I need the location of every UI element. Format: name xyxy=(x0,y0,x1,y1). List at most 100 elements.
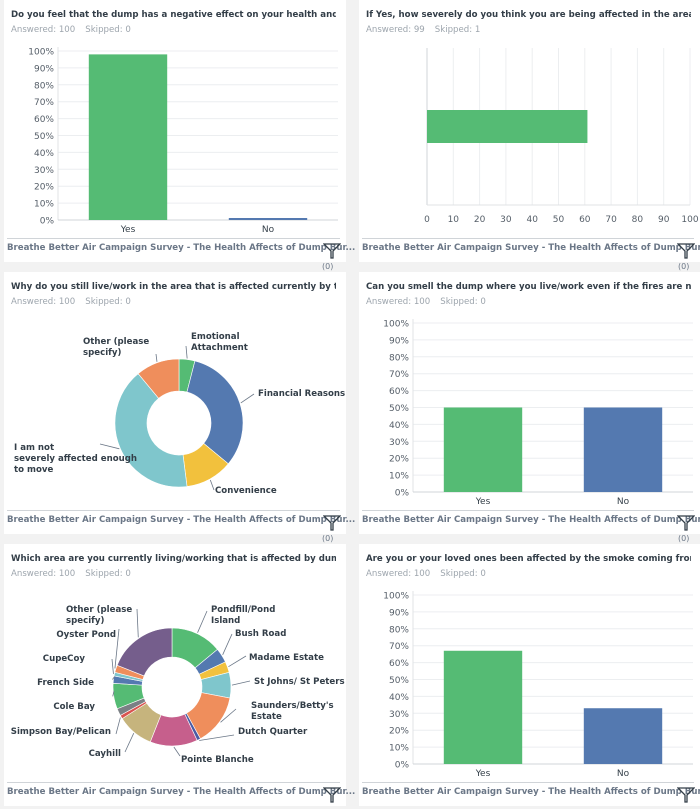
slice-label: Convenience xyxy=(215,486,277,496)
funnel-icon[interactable] xyxy=(677,787,695,803)
funnel-icon[interactable] xyxy=(677,243,695,259)
slice-label: Other (please xyxy=(83,337,149,347)
y-tick-label: 40% xyxy=(34,149,54,159)
x-tick-label: 90 xyxy=(658,215,670,225)
y-tick-label: 40% xyxy=(389,693,409,703)
skipped-count: Skipped: 0 xyxy=(440,297,486,307)
bar-no[interactable] xyxy=(583,708,663,764)
slice-label: Attachment xyxy=(191,343,248,353)
panel-why-live: Why do you still live/work in the area t… xyxy=(4,272,355,534)
leader-line xyxy=(112,690,115,697)
survey-title: Breathe Better Air Campaign Survey - The… xyxy=(7,515,356,525)
y-tick-label: 20% xyxy=(389,727,409,737)
x-tick-label: 80 xyxy=(632,215,644,225)
filter-count: (0) xyxy=(322,534,334,543)
funnel-icon[interactable] xyxy=(323,515,341,531)
y-tick-label: 40% xyxy=(389,421,409,431)
leader-line xyxy=(114,628,120,669)
skipped-count: Skipped: 0 xyxy=(440,569,486,579)
footer-divider xyxy=(362,238,694,239)
slice-label: to move xyxy=(14,465,53,475)
slice-label: Estate xyxy=(251,712,282,722)
survey-title: Breathe Better Air Campaign Survey - The… xyxy=(362,787,700,797)
chart-5: 0% 10% 20% 30% 40% 50% 60% 70% 80% 90% 100% Yes No xyxy=(383,591,693,779)
slice-financial-reasons[interactable] xyxy=(186,360,244,465)
y-tick-label: 50% xyxy=(389,404,409,414)
y-tick-label: 100% xyxy=(383,592,409,602)
x-tick-label: No xyxy=(262,225,275,235)
leader-line xyxy=(220,708,237,723)
leader-line xyxy=(199,734,235,741)
leader-line xyxy=(222,633,233,656)
question-meta: Answered: 100 Skipped: 0 xyxy=(11,569,141,579)
survey-title: Breathe Better Air Campaign Survey - The… xyxy=(7,243,356,253)
leader-line xyxy=(112,675,116,680)
y-tick-label: 100% xyxy=(383,320,409,330)
question-meta: Answered: 100 Skipped: 0 xyxy=(366,297,496,307)
skipped-count: Skipped: 0 xyxy=(85,569,131,579)
y-tick-label: 50% xyxy=(389,676,409,686)
answered-count: Answered: 100 xyxy=(366,297,431,307)
chart-3: 0% 10% 20% 30% 40% 50% 60% 70% 80% 90% 100% Yes No xyxy=(383,319,693,507)
bar-yes[interactable] xyxy=(443,407,523,493)
slice-label: Simpson Bay/Pelican xyxy=(11,727,111,737)
slice-label: Oyster Pond xyxy=(56,630,116,640)
survey-title: Breathe Better Air Campaign Survey - The… xyxy=(362,243,700,253)
panel-smell: Can you smell the dump where you live/wo… xyxy=(359,272,700,534)
answered-count: Answered: 100 xyxy=(11,25,76,35)
x-tick-label: 70 xyxy=(605,215,617,225)
bar-yes[interactable] xyxy=(443,650,523,764)
slice-label: specify) xyxy=(66,616,104,626)
footer-divider xyxy=(7,238,340,239)
x-tick-label: Yes xyxy=(120,225,136,235)
filter-count: (0) xyxy=(678,262,690,271)
answered-count: Answered: 99 xyxy=(366,25,425,35)
y-tick-label: 70% xyxy=(389,642,409,652)
funnel-icon[interactable] xyxy=(323,787,341,803)
x-tick-label: 0 xyxy=(424,215,430,225)
x-tick-label: 40 xyxy=(526,215,538,225)
y-tick-label: 0% xyxy=(40,217,55,227)
slice-label: Other (please xyxy=(66,605,132,615)
slice-label: Bush Road xyxy=(235,629,286,639)
funnel-icon[interactable] xyxy=(677,515,695,531)
slice-label: French Side xyxy=(37,678,94,688)
bar-yes[interactable] xyxy=(88,54,168,220)
y-tick-label: 0% xyxy=(395,489,410,499)
funnel-icon[interactable] xyxy=(323,243,341,259)
bar-no[interactable] xyxy=(228,218,308,220)
answered-count: Answered: 100 xyxy=(366,569,431,579)
footer-divider xyxy=(7,510,340,511)
y-tick-label: 10% xyxy=(389,472,409,482)
question-meta: Answered: 100 Skipped: 0 xyxy=(366,569,496,579)
answered-count: Answered: 100 xyxy=(11,297,76,307)
filter-count: (0) xyxy=(678,534,690,543)
slice-label: Madame Estate xyxy=(249,653,324,663)
y-tick-label: 80% xyxy=(34,81,54,91)
leader-line xyxy=(124,733,135,753)
question-title: Can you smell the dump where you live/wo… xyxy=(366,282,691,292)
question-title: Do you feel that the dump has a negative… xyxy=(11,10,336,20)
leader-line xyxy=(228,655,247,668)
slice-other-please-specify[interactable] xyxy=(137,358,180,399)
slice-label: Island xyxy=(211,616,240,626)
panel-area: Which area are you currently living/work… xyxy=(4,544,355,806)
slice-label: CupeCoy xyxy=(43,654,86,664)
survey-title: Breathe Better Air Campaign Survey - The… xyxy=(362,515,700,525)
question-meta: Answered: 99 Skipped: 1 xyxy=(366,25,490,35)
leader-line xyxy=(240,393,255,404)
footer-divider xyxy=(362,782,694,783)
bar-severity[interactable] xyxy=(427,110,588,143)
y-tick-label: 90% xyxy=(389,336,409,346)
slice-label: I am not xyxy=(14,443,54,453)
y-tick-label: 20% xyxy=(389,455,409,465)
x-tick-label: Yes xyxy=(475,497,491,507)
slice-i-am-not-severely-affected-enough-to-move[interactable] xyxy=(114,373,188,488)
y-tick-label: 70% xyxy=(389,370,409,380)
bar-no[interactable] xyxy=(583,407,663,493)
leader-line xyxy=(115,717,121,735)
leader-line xyxy=(111,658,114,674)
slice-label: Financial Reasons xyxy=(258,389,345,399)
y-tick-label: 80% xyxy=(389,353,409,363)
slice-other-please-specify[interactable] xyxy=(116,627,173,677)
